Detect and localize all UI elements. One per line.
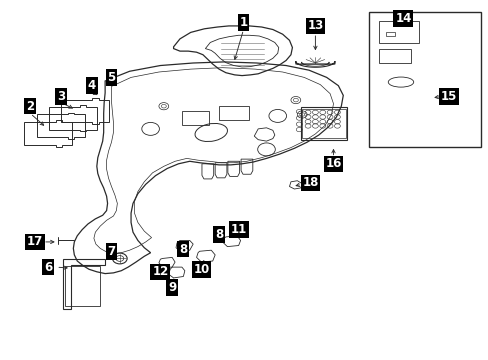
Bar bbox=[302, 109, 346, 138]
Bar bbox=[378, 21, 418, 43]
Text: 6: 6 bbox=[44, 261, 52, 274]
Text: 2: 2 bbox=[26, 100, 34, 113]
Bar bbox=[368, 12, 480, 147]
Bar bbox=[378, 49, 410, 63]
Bar bbox=[219, 106, 249, 120]
Text: 13: 13 bbox=[306, 19, 323, 32]
Bar bbox=[300, 107, 346, 140]
Text: 12: 12 bbox=[152, 265, 168, 278]
Text: 15: 15 bbox=[440, 90, 456, 103]
Text: 1: 1 bbox=[239, 16, 247, 29]
Text: 3: 3 bbox=[57, 90, 65, 103]
Text: 8: 8 bbox=[215, 228, 223, 241]
Text: 8: 8 bbox=[179, 243, 187, 256]
Text: 10: 10 bbox=[193, 263, 209, 276]
Text: 18: 18 bbox=[302, 176, 318, 189]
Text: 4: 4 bbox=[88, 79, 96, 92]
Text: 16: 16 bbox=[325, 157, 341, 170]
Text: 5: 5 bbox=[107, 71, 115, 84]
Bar bbox=[386, 32, 394, 36]
Bar bbox=[64, 266, 100, 306]
Text: 11: 11 bbox=[230, 223, 246, 236]
Text: 14: 14 bbox=[394, 12, 411, 25]
Text: 7: 7 bbox=[107, 245, 115, 258]
Text: 17: 17 bbox=[27, 235, 43, 248]
Text: 9: 9 bbox=[168, 281, 176, 294]
Bar bbox=[182, 111, 208, 125]
